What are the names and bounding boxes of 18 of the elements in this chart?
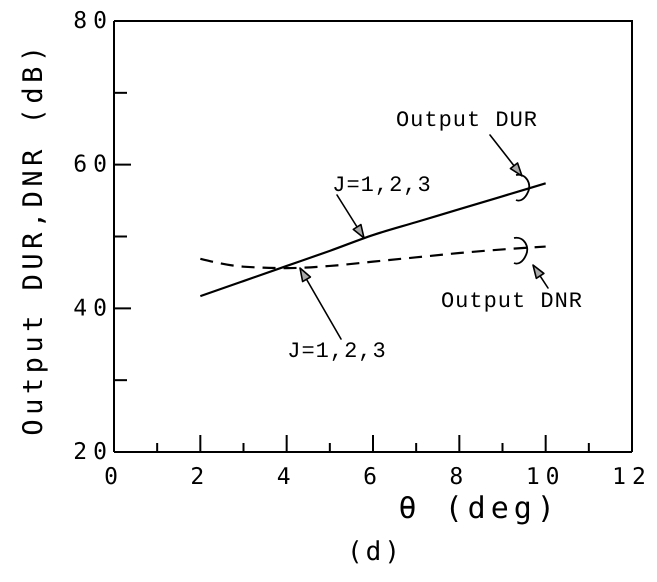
x-tick-label: 0 <box>104 464 124 490</box>
annotation: J=1,2,3 <box>287 338 387 364</box>
x-tick-label: 12 <box>612 464 652 490</box>
x-tick-label: 2 <box>190 464 210 490</box>
y-tick-label: 20 <box>73 439 113 465</box>
text: (d) <box>347 537 403 567</box>
annotation: Output DUR <box>396 108 538 132</box>
x-tick-label: 6 <box>363 464 383 490</box>
x-tick-label: 8 <box>449 464 470 490</box>
x-axis-title: θ (deg) <box>398 490 560 526</box>
y-axis-title: Output DUR,DNR (dB) <box>18 41 48 436</box>
y-tick-label: 60 <box>73 152 113 178</box>
annotation: Output DNR <box>440 288 584 314</box>
annotation: J=1,2,3 <box>332 172 432 198</box>
y-tick-label: 40 <box>73 295 113 322</box>
x-tick-label: 4 <box>276 464 297 490</box>
x-tick-label: 10 <box>526 464 566 490</box>
y-tick-label: 80 <box>73 8 113 34</box>
